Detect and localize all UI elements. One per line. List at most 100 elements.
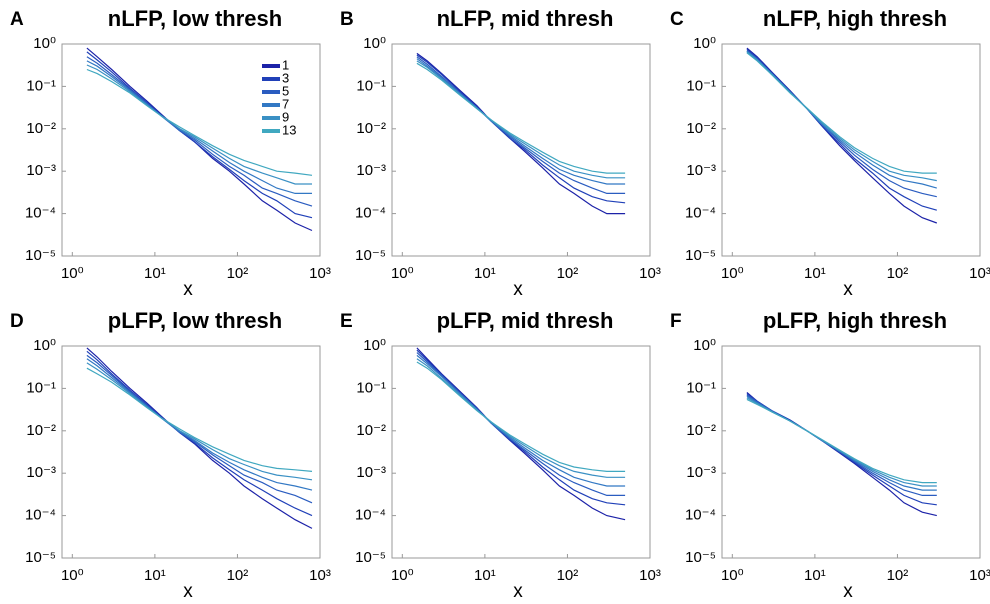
series-line bbox=[416, 352, 626, 496]
y-tick-label: 10⁻² bbox=[686, 422, 716, 439]
panel-label: F bbox=[670, 311, 682, 332]
x-axis-label: x bbox=[183, 581, 193, 602]
series-line bbox=[416, 361, 626, 472]
x-tick-label: 10² bbox=[557, 567, 579, 584]
x-tick-label: 10¹ bbox=[804, 567, 826, 584]
x-axis-label: x bbox=[513, 581, 523, 602]
panel-label: A bbox=[10, 9, 24, 30]
y-tick-label: 10⁻⁵ bbox=[685, 549, 716, 566]
series-line bbox=[746, 47, 938, 224]
x-axis-label: x bbox=[513, 279, 523, 300]
x-tick-label: 10³ bbox=[309, 567, 331, 584]
plot-frame bbox=[721, 345, 981, 559]
x-tick-label: 10⁰ bbox=[721, 265, 744, 282]
x-tick-label: 10² bbox=[227, 265, 249, 282]
y-tick-label: 10⁻¹ bbox=[356, 379, 386, 396]
x-tick-label: 10⁰ bbox=[721, 567, 744, 584]
series-line bbox=[746, 52, 937, 174]
panel-label: D bbox=[10, 311, 24, 332]
series-line bbox=[86, 51, 313, 219]
series-line bbox=[86, 358, 313, 491]
y-tick-label: 10⁻⁴ bbox=[355, 507, 386, 524]
y-tick-label: 10⁻⁵ bbox=[25, 247, 56, 264]
x-tick-label: 10³ bbox=[969, 567, 990, 584]
series-line bbox=[86, 68, 313, 176]
chart-title: pLFP, low thresh bbox=[108, 308, 282, 333]
series-line bbox=[416, 52, 626, 215]
series-line bbox=[416, 56, 626, 194]
y-tick-label: 10⁰ bbox=[693, 337, 716, 354]
y-tick-label: 10⁻⁴ bbox=[355, 205, 386, 222]
series-line bbox=[416, 60, 626, 179]
y-tick-label: 10⁻¹ bbox=[26, 379, 56, 396]
y-tick-label: 10⁰ bbox=[693, 35, 716, 52]
y-tick-label: 10⁻² bbox=[356, 422, 386, 439]
y-tick-label: 10⁰ bbox=[363, 337, 386, 354]
chart-title: nLFP, mid thresh bbox=[437, 6, 614, 31]
series-line bbox=[746, 48, 937, 211]
series-line bbox=[416, 54, 626, 204]
series-line bbox=[416, 347, 626, 521]
legend-label: 1 bbox=[282, 57, 289, 72]
x-tick-label: 10¹ bbox=[474, 265, 496, 282]
y-tick-label: 10⁰ bbox=[33, 35, 56, 52]
series-line bbox=[86, 367, 313, 472]
x-tick-label: 10² bbox=[887, 567, 909, 584]
plot-frame bbox=[61, 345, 321, 559]
series-line bbox=[86, 354, 313, 504]
chart-title: pLFP, high thresh bbox=[763, 308, 947, 333]
plot-frame bbox=[61, 43, 321, 257]
series-line bbox=[416, 62, 626, 174]
x-tick-label: 10⁰ bbox=[391, 265, 414, 282]
legend-label: 13 bbox=[282, 122, 296, 137]
series-line bbox=[86, 60, 312, 194]
y-tick-label: 10⁻³ bbox=[356, 464, 386, 481]
panel-label: B bbox=[340, 9, 354, 30]
y-tick-label: 10⁻⁵ bbox=[685, 247, 716, 264]
x-tick-label: 10⁰ bbox=[61, 265, 84, 282]
series-line bbox=[86, 347, 313, 529]
x-tick-label: 10³ bbox=[309, 265, 331, 282]
x-axis-label: x bbox=[843, 581, 853, 602]
y-tick-label: 10⁰ bbox=[363, 35, 386, 52]
x-tick-label: 10¹ bbox=[144, 265, 166, 282]
y-tick-label: 10⁻⁵ bbox=[355, 247, 386, 264]
chart-title: pLFP, mid thresh bbox=[437, 308, 614, 333]
y-tick-label: 10⁻⁵ bbox=[355, 549, 386, 566]
y-tick-label: 10⁻¹ bbox=[686, 77, 716, 94]
series-line bbox=[746, 50, 937, 189]
plot-frame bbox=[391, 345, 651, 559]
y-tick-label: 10⁻⁴ bbox=[25, 507, 56, 524]
y-tick-label: 10⁻³ bbox=[686, 464, 716, 481]
y-tick-label: 10⁻¹ bbox=[26, 77, 56, 94]
series-line bbox=[86, 362, 313, 481]
series-line bbox=[746, 51, 937, 182]
series-line bbox=[746, 50, 937, 198]
x-tick-label: 10³ bbox=[639, 265, 661, 282]
y-tick-label: 10⁻³ bbox=[26, 464, 56, 481]
panel-label: C bbox=[670, 9, 684, 30]
y-tick-label: 10⁻² bbox=[26, 422, 56, 439]
y-tick-label: 10⁻⁴ bbox=[25, 205, 56, 222]
legend-label: 9 bbox=[282, 109, 289, 124]
chart-title: nLFP, high thresh bbox=[763, 6, 947, 31]
y-tick-label: 10⁻² bbox=[26, 120, 56, 137]
y-tick-label: 10⁻⁴ bbox=[685, 507, 716, 524]
series-line bbox=[86, 56, 313, 207]
x-tick-label: 10⁰ bbox=[391, 567, 414, 584]
series-line bbox=[416, 358, 626, 478]
y-tick-label: 10⁻¹ bbox=[686, 379, 716, 396]
panel-label: E bbox=[340, 311, 353, 332]
series-line bbox=[746, 397, 937, 487]
series-line bbox=[86, 350, 313, 517]
chart-title: nLFP, low thresh bbox=[108, 6, 282, 31]
series-line bbox=[416, 354, 626, 487]
x-tick-label: 10² bbox=[557, 265, 579, 282]
x-tick-label: 10³ bbox=[639, 567, 661, 584]
y-tick-label: 10⁰ bbox=[33, 337, 56, 354]
x-axis-label: x bbox=[183, 279, 193, 300]
x-tick-label: 10⁰ bbox=[61, 567, 84, 584]
x-axis-label: x bbox=[843, 279, 853, 300]
x-tick-label: 10² bbox=[887, 265, 909, 282]
